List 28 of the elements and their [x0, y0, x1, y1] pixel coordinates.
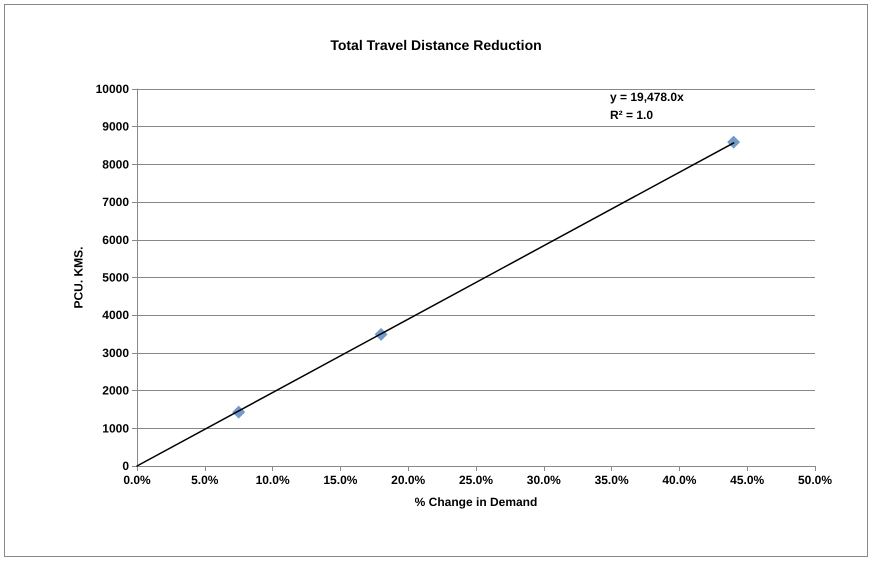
y-tick-label: 5000 — [102, 270, 130, 284]
x-tick-label: 0.0% — [123, 473, 151, 487]
x-axis-title: % Change in Demand — [414, 495, 538, 509]
x-tick-label: 20.0% — [391, 473, 426, 487]
x-tick-label: 45.0% — [730, 473, 765, 487]
x-tick-label: 25.0% — [458, 473, 494, 487]
y-tick-label: 9000 — [102, 120, 130, 134]
chart-title: Total Travel Distance Reduction — [330, 37, 542, 53]
y-tick-label: 2000 — [102, 384, 130, 398]
y-tick-label: 4000 — [102, 308, 130, 322]
y-tick-label: 3000 — [102, 346, 130, 360]
x-tick-label: 10.0% — [256, 473, 290, 487]
y-tick-label: 0 — [122, 459, 130, 473]
point — [727, 136, 740, 149]
x-tick-label: 15.0% — [323, 473, 358, 487]
annotation: R² = 1.0 — [610, 108, 654, 122]
annotation: y = 19,478.0x — [610, 90, 684, 104]
x-tick-label: 40.0% — [662, 473, 697, 487]
x-tick-label: 5.0% — [191, 473, 219, 487]
y-axis-title: PCU. KMS. — [72, 246, 86, 309]
x-tick-label: 35.0% — [594, 473, 629, 487]
y-tick-label: 7000 — [102, 195, 130, 210]
y-tick-label: 8000 — [102, 157, 130, 172]
y-tick-label: 6000 — [102, 232, 130, 247]
y-tick-label: 1000 — [102, 421, 130, 436]
y-tick-label: 10000 — [96, 82, 130, 96]
x-tick-label: 30.0% — [526, 473, 562, 487]
x-tick-label: 50.0% — [798, 473, 832, 487]
